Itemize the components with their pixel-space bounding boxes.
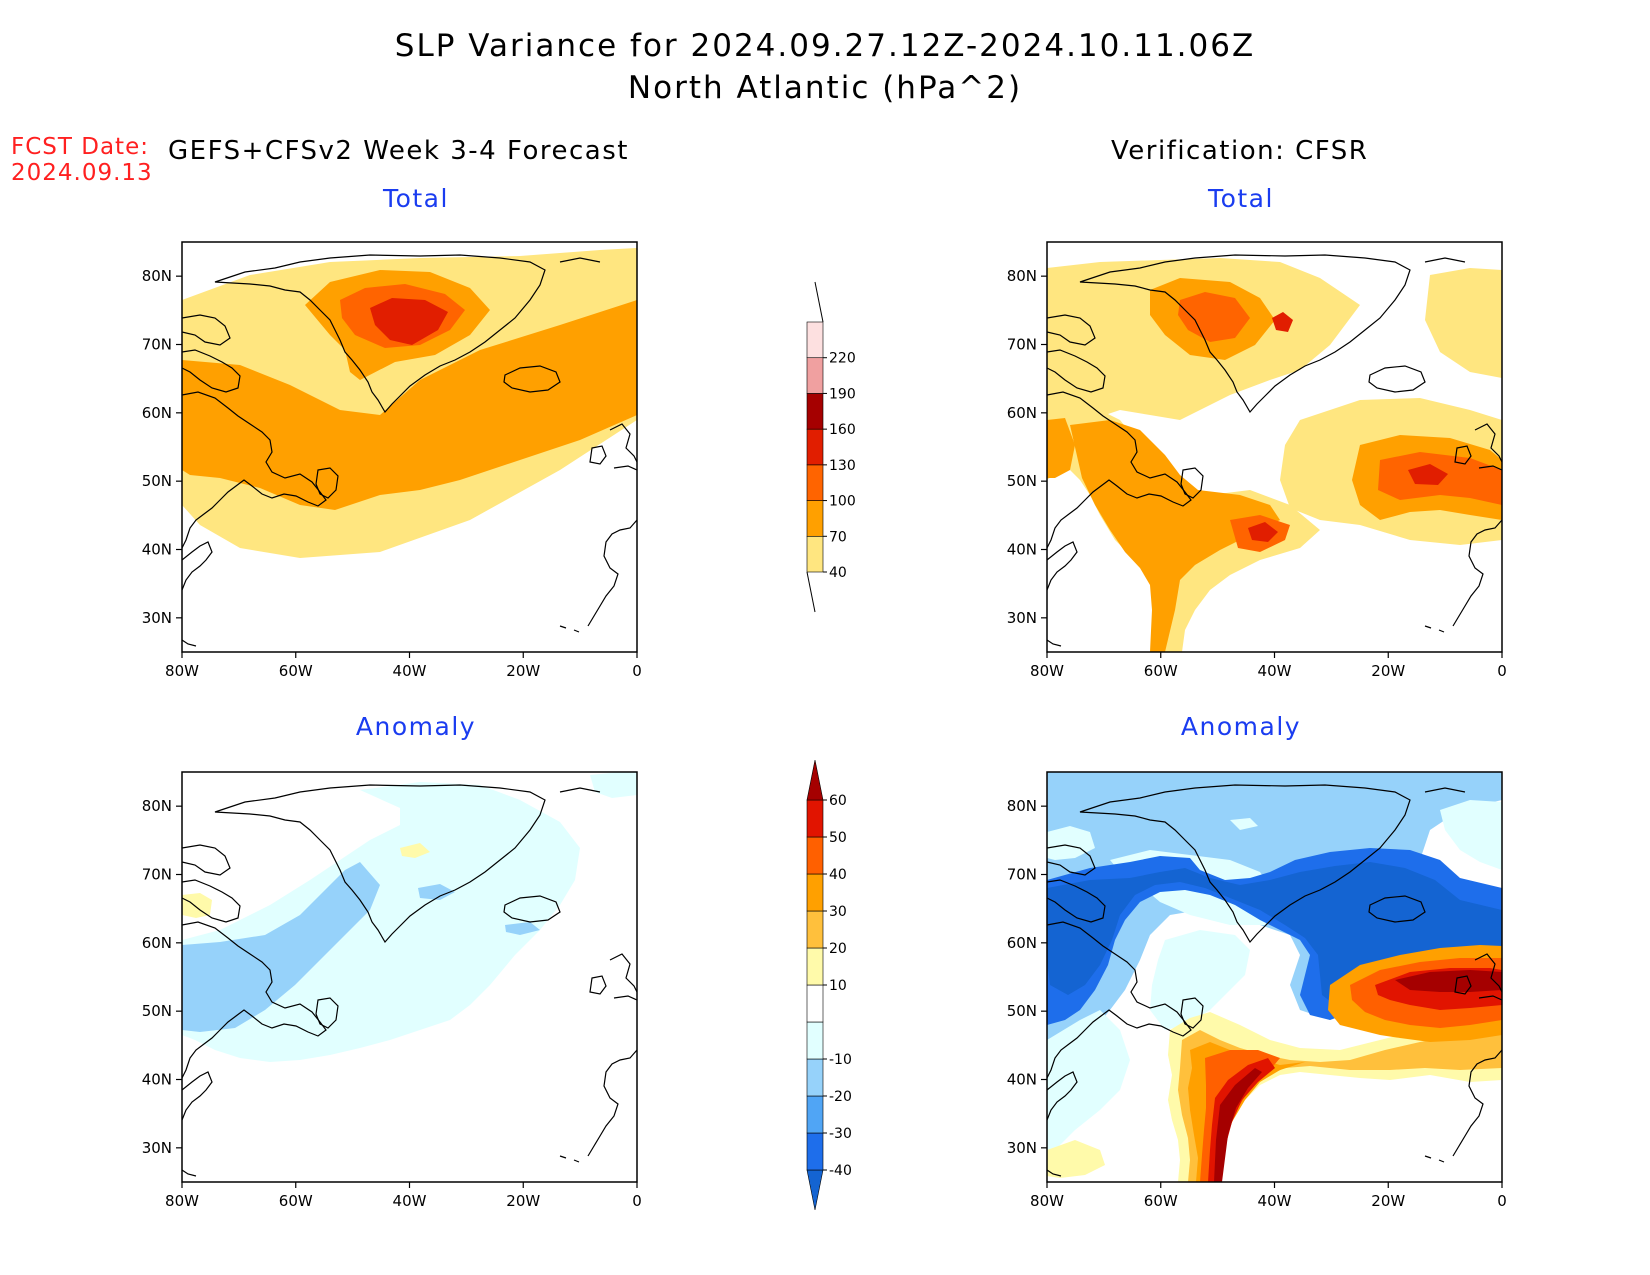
colorbar-label: 20 — [829, 941, 847, 957]
colorbar-label: 60 — [829, 793, 847, 809]
colorbar-label: -20 — [829, 1089, 852, 1105]
panel-title-verification-total: Total — [1208, 184, 1274, 213]
lat-tick-label: 30N — [142, 609, 172, 627]
lon-tick-label: 0 — [1497, 1192, 1507, 1210]
lat-tick-label: 80N — [1007, 267, 1037, 285]
map-verification-total — [1046, 241, 1503, 653]
lon-tick-label: 20W — [1371, 662, 1405, 680]
lon-tick-label: 40W — [393, 1192, 427, 1210]
colorbar-swatch — [806, 393, 824, 430]
lat-tick-label: 70N — [1007, 866, 1037, 884]
main-title: SLP Variance for 2024.09.27.12Z-2024.10.… — [394, 28, 1256, 64]
colorbar-total: 40 70 100 130 160 190 220 — [806, 281, 856, 613]
lon-tick-label: 80W — [1030, 662, 1064, 680]
colorbar-label: 220 — [829, 351, 856, 367]
lat-tick-label: 70N — [142, 336, 172, 354]
colorbar-swatch — [806, 464, 824, 501]
colorbar-swatch — [806, 759, 824, 801]
colorbar-label: 160 — [829, 422, 856, 438]
colorbar-swatch — [806, 873, 824, 912]
colorbar-label: 40 — [829, 565, 847, 581]
colorbar-label: 130 — [829, 458, 856, 474]
lat-tick-label: 40N — [142, 1071, 172, 1089]
lon-tick-label: 60W — [1144, 1192, 1178, 1210]
lat-tick-label: 50N — [142, 472, 172, 490]
lon-tick-label: 60W — [279, 662, 313, 680]
colorbar-swatch — [806, 321, 824, 359]
colorbar-label: 10 — [829, 978, 847, 994]
forecast-date-label: FCST Date: — [11, 134, 149, 160]
lon-tick-label: 20W — [506, 1192, 540, 1210]
lat-tick-label: 60N — [1007, 404, 1037, 422]
lon-tick-label: 60W — [1144, 662, 1178, 680]
map-forecast-total — [181, 241, 638, 653]
lon-tick-label: 40W — [393, 662, 427, 680]
lon-tick-label: 0 — [1497, 662, 1507, 680]
colorbar-swatch — [806, 910, 824, 949]
forecast-column-heading: GEFS+CFSv2 Week 3-4 Forecast — [168, 136, 629, 166]
lat-tick-label: 70N — [1007, 336, 1037, 354]
lat-tick-label: 60N — [142, 404, 172, 422]
lat-tick-label: 60N — [1007, 934, 1037, 952]
panel-title-forecast-anomaly: Anomaly — [355, 712, 477, 741]
lat-tick-label: 70N — [142, 866, 172, 884]
lat-tick-label: 40N — [1007, 541, 1037, 559]
lat-tick-label: 50N — [1007, 472, 1037, 490]
lon-tick-label: 40W — [1258, 662, 1292, 680]
colorbar-swatch — [806, 947, 824, 986]
lat-tick-label: 40N — [1007, 1071, 1037, 1089]
lon-tick-label: 40W — [1258, 1192, 1292, 1210]
lon-tick-label: 80W — [165, 662, 199, 680]
lat-tick-label: 80N — [1007, 797, 1037, 815]
colorbar-anomaly: -40 -30 -20 -10 10 20 30 40 50 60 — [806, 759, 852, 1211]
lat-tick-label: 80N — [142, 797, 172, 815]
colorbar-label: 70 — [829, 529, 847, 545]
axis-labels: 80N 70N 60N 50N 40N 30N 80W 60W 40W 20W 0 80N 70N 60N… — [142, 267, 1507, 1210]
colorbar-swatch — [806, 1169, 824, 1211]
colorbar-label: -40 — [829, 1163, 852, 1179]
lon-tick-label: 80W — [165, 1192, 199, 1210]
lat-tick-label: 30N — [1007, 1139, 1037, 1157]
lat-tick-label: 30N — [1007, 609, 1037, 627]
lon-tick-label: 0 — [632, 662, 642, 680]
colorbar-swatch — [806, 357, 824, 394]
colorbar-label: 30 — [829, 904, 847, 920]
colorbar-swatch — [806, 428, 824, 466]
lon-tick-label: 0 — [632, 1192, 642, 1210]
colorbar-swatch — [806, 1095, 824, 1134]
colorbar-swatch — [806, 1132, 824, 1171]
map-forecast-anomaly — [181, 771, 638, 1183]
colorbar-label: 50 — [829, 830, 847, 846]
colorbar-swatch — [806, 836, 824, 875]
lon-tick-label: 60W — [279, 1192, 313, 1210]
lat-tick-label: 40N — [142, 541, 172, 559]
colorbar-swatch — [806, 500, 824, 537]
colorbar-label: -10 — [829, 1052, 852, 1068]
panel-title-forecast-total: Total — [383, 184, 449, 213]
colorbar-label: -30 — [829, 1126, 852, 1142]
lon-tick-label: 80W — [1030, 1192, 1064, 1210]
main-subtitle: North Atlantic (hPa^2) — [627, 70, 1023, 106]
lat-tick-label: 80N — [142, 267, 172, 285]
panel-title-verification-anomaly: Anomaly — [1180, 712, 1302, 741]
lon-tick-label: 20W — [506, 662, 540, 680]
colorbar-label: 100 — [829, 494, 856, 510]
colorbar-swatch — [806, 799, 824, 838]
lat-tick-label: 60N — [142, 934, 172, 952]
lat-tick-label: 50N — [1007, 1002, 1037, 1020]
colorbar-swatch — [806, 535, 824, 573]
verification-column-heading: Verification: CFSR — [1111, 136, 1369, 166]
colorbar-label: 190 — [829, 386, 856, 402]
colorbar-swatch — [806, 1058, 824, 1097]
colorbar-label: 40 — [829, 867, 847, 883]
forecast-date-value: 2024.09.13 — [11, 160, 153, 186]
colorbar-swatch — [806, 984, 824, 1023]
map-verification-anomaly — [1046, 771, 1503, 1183]
colorbar-swatch — [806, 1021, 824, 1060]
lon-tick-label: 20W — [1371, 1192, 1405, 1210]
lat-tick-label: 50N — [142, 1002, 172, 1020]
lat-tick-label: 30N — [142, 1139, 172, 1157]
